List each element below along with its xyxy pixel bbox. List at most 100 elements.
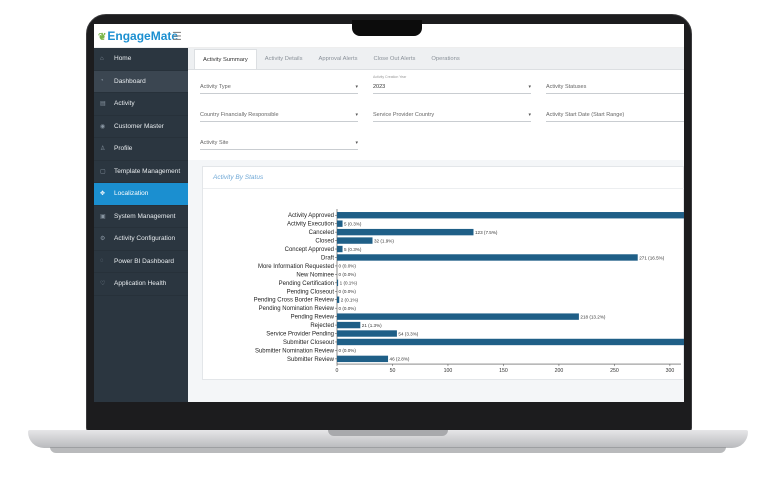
laptop-base-shadow [50,447,726,453]
sidebar-item-label: Customer Master [114,122,164,130]
data-label: 21 (1.3%) [362,323,382,328]
activity-site-select[interactable]: Activity Site ▾ [200,134,358,150]
sidebar-item-profile[interactable]: ♙ Profile [94,138,188,161]
sidebar-item-label: Template Management [114,167,181,175]
data-label: 5 (0.3%) [344,247,362,252]
y-tick-label: More Information Requested [258,264,334,270]
laptop-opening-notch [328,430,448,436]
start-date-value: Activity Start Date (Start Range) [546,112,625,118]
data-label: 271 (16.5%) [639,255,664,260]
powerbi-icon: ◌ [100,258,104,265]
sidebar-item-system-management[interactable]: ▣ System Management [94,206,188,228]
sidebar-item-activity[interactable]: ▤ Activity [94,93,188,116]
bar [337,321,361,329]
x-tick-label: 50 [390,368,396,374]
sidebar-item-label: Dashboard [114,77,146,85]
start-date-field[interactable]: Activity Start Date (Start Range) [546,106,684,122]
bar [337,254,638,261]
x-tick-label: 250 [610,368,619,374]
data-label: 0 (0.0%) [339,348,357,353]
sidebar-item-localization[interactable]: ✥ Localization [94,183,188,206]
creation-year-select[interactable]: Activity Creation Year 2023 ▾ [373,75,531,94]
sidebar-item-label: Power BI Dashboard [114,257,174,265]
bar [337,237,373,244]
y-tick-label: Pending Review [291,315,335,321]
service-provider-country-value: Service Provider Country [373,112,435,118]
hamburger-icon[interactable]: ☰ [172,31,182,43]
data-label: 2 (0.1%) [341,298,359,303]
customer-icon: ◉ [100,123,106,130]
sidebar-item-label: Activity Configuration [114,235,176,243]
data-label: 5 (0.3%) [344,221,362,226]
data-label: 0 (0.0%) [339,289,357,294]
sidebar-item-label: Localization [114,190,149,198]
leaf-icon: ❦ [98,32,107,43]
bar [337,355,389,363]
activity-type-select[interactable]: Activity Type ▾ [200,78,358,94]
country-responsible-select[interactable]: Country Financially Responsible ▾ [200,106,358,122]
activity-type-value: Activity Type [200,84,231,90]
activity-icon: ▤ [100,101,106,108]
chevron-down-icon: ▾ [528,112,531,118]
tab-activity-summary[interactable]: Activity Summary [194,49,257,69]
app-screen: ❦EngageMate ☰ ⌂ Home ◔ Dashboard ▤ Activity… [94,24,684,402]
y-tick-label: Submitter Review [287,357,335,363]
bar [337,296,340,303]
chevron-down-icon: ▾ [355,112,358,118]
main-content: Activity Summary Activity Details Approv… [188,48,684,402]
y-tick-label: New Nominee [296,272,334,278]
data-label: 0 (0.0%) [339,306,357,311]
camera-notch [352,20,422,36]
data-label: 32 (1.9%) [374,238,394,243]
service-provider-country-select[interactable]: Service Provider Country ▾ [373,106,531,122]
data-label: 218 (13.2%) [580,314,605,319]
bar [337,228,474,236]
tab-activity-details[interactable]: Activity Details [264,56,303,62]
health-icon: ♡ [100,281,106,288]
chart-title: Activity By Status [213,174,264,181]
tab-operations[interactable]: Operations [431,56,460,62]
sidebar-item-customer-master[interactable]: ◉ Customer Master [94,116,188,138]
y-tick-label: Submitter Nomination Review [255,348,335,354]
y-tick-label: Pending Certification [279,281,334,287]
chevron-down-icon: ▾ [355,140,358,146]
profile-icon: ♙ [100,146,106,153]
bar [337,330,397,337]
activity-statuses-select[interactable]: Activity Statuses [546,78,684,94]
sidebar-item-label: Application Health [114,280,167,288]
sidebar-item-power-bi-dashboard[interactable]: ◌ Power BI Dashboard [94,251,188,273]
data-label: 0 (0.0%) [339,264,357,269]
y-tick-label: Concept Approved [285,247,334,253]
sidebar-item-application-health[interactable]: ♡ Application Health [94,273,188,296]
y-tick-label: Closed [315,239,334,245]
status-bar-chart: Activity Approved Activity Execution 5 (0.… [254,209,684,374]
sidebar-item-dashboard[interactable]: ◔ Dashboard [94,70,188,93]
tab-close-out-alerts[interactable]: Close Out Alerts [373,56,416,62]
brand-logo[interactable]: ❦EngageMate [98,29,178,43]
filter-panel: Activity Type ▾ Activity Creation Year 2… [188,70,684,160]
bar [337,313,579,320]
data-label: 1 (0.1%) [340,281,358,286]
sidebar-item-home[interactable]: ⌂ Home [94,48,188,71]
sidebar-item-activity-configuration[interactable]: ⚙ Activity Configuration [94,228,188,251]
data-label: 46 (2.8%) [390,357,410,362]
tab-bar: Activity Summary Activity Details Approv… [188,48,684,70]
bar [337,245,343,253]
laptop-base [28,430,748,448]
y-tick-label: Activity Approved [288,213,334,219]
sidebar-item-template-management[interactable]: ▢ Template Management [94,161,188,183]
y-tick-label: Submitter Closeout [283,340,334,346]
tab-approval-alerts[interactable]: Approval Alerts [318,56,358,62]
sidebar: ⌂ Home ◔ Dashboard ▤ Activity ◉ Customer Mas… [94,48,188,402]
y-tick-label: Pending Nomination Review [259,306,335,312]
divider [203,188,684,189]
creation-year-value: 2023 [373,84,386,90]
x-tick-label: 150 [499,368,508,374]
x-tick-label: 200 [555,368,564,374]
data-label: 123 (7.5%) [475,230,498,235]
bar [337,279,339,287]
activity-site-value: Activity Site [200,140,229,146]
activity-statuses-value: Activity Statuses [546,84,587,90]
x-tick-label: 100 [444,368,453,374]
